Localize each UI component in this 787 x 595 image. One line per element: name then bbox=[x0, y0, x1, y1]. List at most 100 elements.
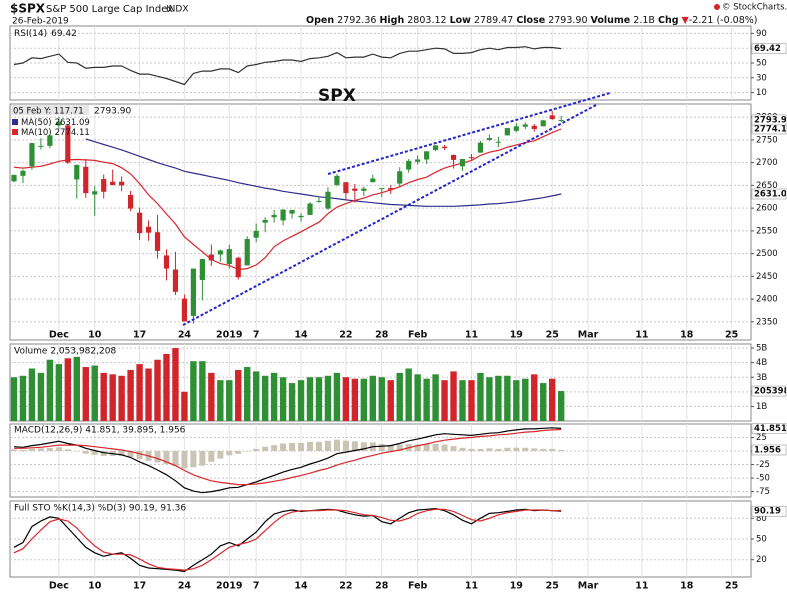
volume-bar bbox=[288, 383, 296, 421]
y-tick-label: 2450 bbox=[756, 272, 778, 282]
volume-bar bbox=[549, 378, 556, 421]
histogram-bar bbox=[504, 447, 511, 452]
y-tick-label: 3B bbox=[756, 373, 767, 383]
volume-bar bbox=[432, 374, 439, 421]
value-box-bg bbox=[751, 188, 787, 200]
candle-body bbox=[208, 254, 214, 261]
candle-body bbox=[343, 182, 349, 194]
candle-body bbox=[289, 209, 295, 214]
volume-bar bbox=[522, 378, 529, 421]
histogram-bar bbox=[360, 442, 367, 452]
histogram-bar bbox=[450, 446, 457, 452]
candle-body bbox=[119, 181, 125, 186]
volume-bar bbox=[91, 365, 98, 421]
histogram-bar bbox=[432, 444, 439, 452]
legend: Volume 2,053,982,208 bbox=[14, 347, 116, 357]
histogram-bar bbox=[262, 446, 269, 452]
candle-body bbox=[280, 209, 286, 221]
candle-body bbox=[271, 214, 277, 218]
value-box: 41.851 bbox=[751, 423, 787, 434]
histogram-bar bbox=[540, 448, 547, 452]
histogram-bar bbox=[387, 445, 394, 452]
legend-value: 2774.11 bbox=[55, 128, 90, 138]
histogram-bar bbox=[73, 451, 80, 452]
x-tick-label: 7 bbox=[253, 330, 260, 341]
candle-body bbox=[38, 145, 44, 147]
value-box: 69.42 bbox=[751, 43, 787, 54]
candle-body bbox=[163, 255, 170, 269]
value-box: 2631.09 bbox=[751, 188, 787, 200]
histogram-bar bbox=[235, 451, 242, 454]
candle-body bbox=[65, 125, 71, 163]
line-series bbox=[13, 508, 562, 571]
volume-bar bbox=[181, 391, 188, 421]
value-box-bg bbox=[751, 385, 787, 397]
candle-body bbox=[424, 151, 430, 160]
histogram-bar bbox=[46, 447, 53, 452]
quote-value: 2793.90 bbox=[548, 15, 587, 26]
volume-bar bbox=[199, 361, 206, 421]
value-box: 2793.90 bbox=[751, 114, 787, 125]
volume-bar bbox=[513, 380, 520, 421]
candle-body bbox=[83, 166, 89, 194]
histogram-bar bbox=[82, 451, 89, 454]
volume-bar bbox=[279, 377, 287, 421]
legend: MA(50) 2631.09 bbox=[21, 118, 90, 128]
histogram-bar bbox=[298, 442, 305, 452]
volume-bar bbox=[306, 377, 314, 421]
candle-body bbox=[11, 174, 17, 182]
value-box-bg bbox=[751, 444, 787, 456]
value-box-label: 1.956 bbox=[754, 445, 781, 455]
x-tick-label: 14 bbox=[294, 581, 308, 592]
candle-body bbox=[110, 181, 116, 185]
x-tick-label: 18 bbox=[680, 330, 694, 341]
histogram-bar bbox=[396, 444, 403, 452]
x-tick-label: Feb bbox=[408, 330, 428, 341]
x-tick-label: 2019 bbox=[216, 581, 242, 592]
x-tick-label: Mar bbox=[578, 581, 599, 592]
volume-bar bbox=[423, 378, 430, 421]
volume-bar bbox=[208, 372, 215, 421]
histogram-bar bbox=[351, 441, 358, 452]
value-box-label: 2053982208 bbox=[754, 387, 787, 397]
candle-body bbox=[379, 188, 385, 190]
volume-bar bbox=[459, 380, 466, 421]
y-tick-label: -25 bbox=[756, 460, 770, 470]
panel-frame bbox=[9, 103, 752, 341]
volume-bar bbox=[297, 380, 305, 421]
histogram-bar bbox=[549, 448, 556, 452]
line-series bbox=[14, 428, 562, 486]
histogram-bar bbox=[199, 451, 206, 466]
x-tick-label: 22 bbox=[339, 330, 352, 341]
volume-bar bbox=[414, 374, 421, 421]
line-series bbox=[13, 427, 562, 494]
candle-body bbox=[504, 128, 510, 136]
value-box: 1.956 bbox=[751, 444, 787, 456]
histogram-bar bbox=[37, 448, 44, 452]
legend-name: MA(50) bbox=[21, 118, 52, 128]
histogram-bar bbox=[315, 441, 322, 452]
y-tick-label: 4B bbox=[756, 358, 767, 368]
quote-label: Close bbox=[516, 15, 545, 26]
histogram-bar bbox=[378, 444, 385, 452]
x-tick-label: Mar bbox=[578, 330, 599, 341]
volume-bar bbox=[100, 372, 107, 421]
candle-body bbox=[459, 159, 466, 167]
volume-bar bbox=[55, 364, 63, 421]
candle-body bbox=[450, 154, 457, 160]
legend-name: RSI(14) bbox=[14, 29, 47, 39]
histogram-bar bbox=[163, 451, 170, 465]
x-tick-label: 28 bbox=[375, 581, 389, 592]
value-box-label: 69.42 bbox=[754, 44, 781, 54]
histogram-bar bbox=[333, 439, 340, 452]
legend: Full STO %K(14,3) %D(3) 90.19, 91.36 bbox=[14, 504, 186, 514]
value-box-bg bbox=[751, 423, 787, 434]
x-tick-label: 25 bbox=[725, 581, 738, 592]
histogram-bar bbox=[324, 440, 331, 452]
candle-body bbox=[486, 138, 493, 140]
histogram-bar bbox=[280, 443, 287, 452]
exchange: INDX bbox=[166, 5, 188, 15]
candle-body bbox=[262, 219, 268, 223]
candle-body bbox=[477, 142, 484, 153]
histogram-bar bbox=[253, 448, 260, 452]
